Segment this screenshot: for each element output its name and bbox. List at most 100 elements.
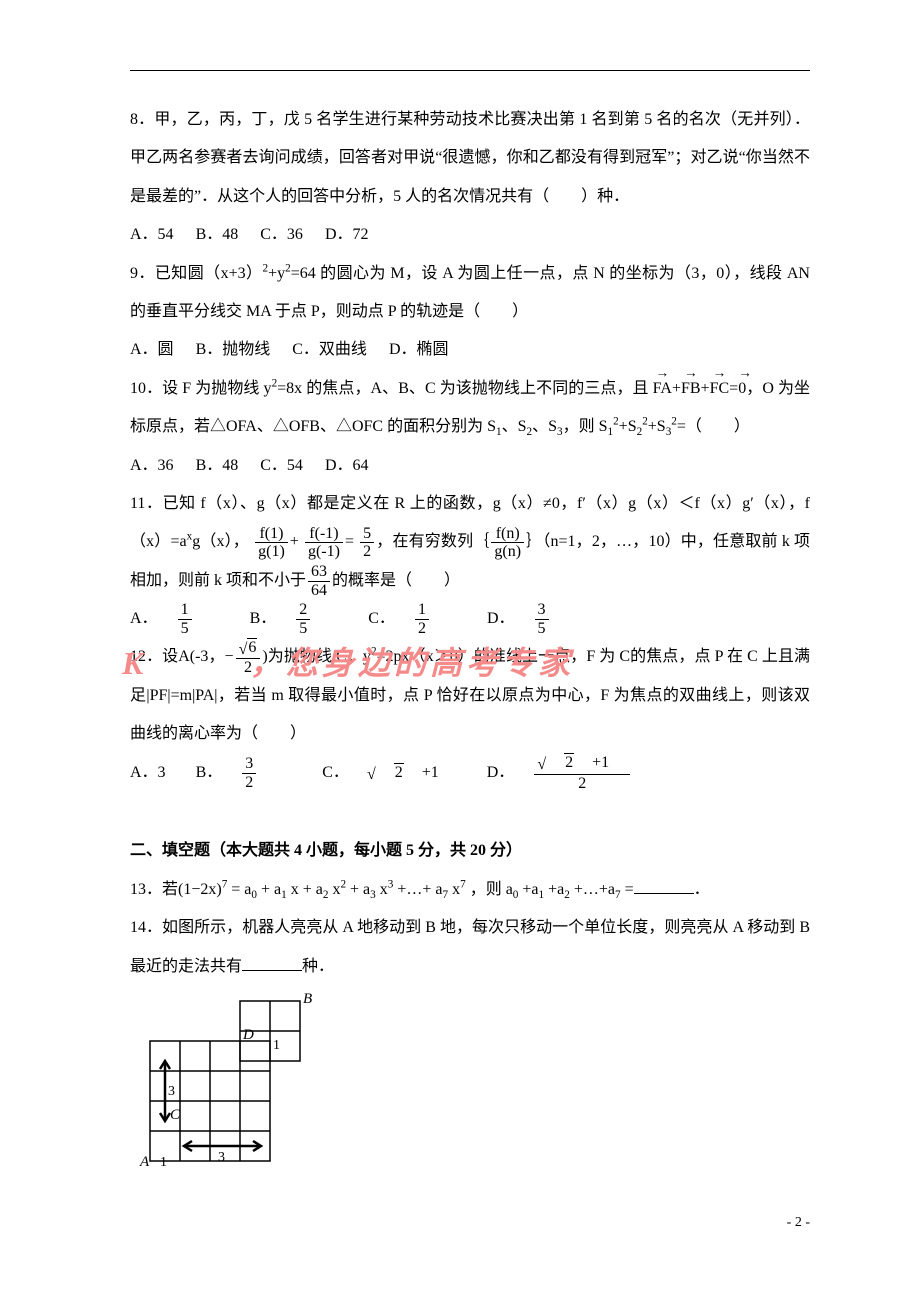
q10-t6: ，则 S bbox=[563, 418, 608, 435]
q11-a-n: 1 bbox=[178, 601, 192, 620]
question-11: 11．已知 f（x）、g（x）都是定义在 R 上的函数，g（x）≠0，f′（x）… bbox=[130, 485, 810, 600]
q10-t8: +S bbox=[648, 418, 666, 435]
frac-fn1: f(-1)g(-1) bbox=[305, 525, 343, 561]
frac-52-num: 5 bbox=[360, 525, 374, 544]
frac-52-den: 2 bbox=[360, 543, 374, 561]
lbl-A: A bbox=[139, 1154, 150, 1166]
question-12: 12．设A(-3，−√62)为抛物线 C：y2=2px（x＞0）的准线上一点，F… bbox=[130, 638, 810, 753]
q12-c-sqrt: 2 bbox=[394, 763, 404, 781]
frac-sqrt6-2-den: 2 bbox=[236, 659, 261, 677]
q12-t2: )为抛物线 C：y bbox=[262, 648, 371, 665]
lbl-3b: 3 bbox=[218, 1150, 225, 1165]
q13-t3: + a bbox=[261, 881, 281, 898]
q13-blank bbox=[634, 878, 694, 893]
q8-text: 8．甲，乙，丙，丁，戊 5 名学生进行某种劳动技术比赛决出第 1 名到第 5 名… bbox=[130, 111, 810, 205]
q13-t13: +…+a bbox=[574, 881, 615, 898]
q13-t10: ，则 a bbox=[470, 881, 513, 898]
question-9: 9．已知圆（x+3）2+y2=64 的圆心为 M，设 A 为圆上任一点，点 N … bbox=[130, 255, 810, 332]
lbl-1b: 1 bbox=[273, 1038, 280, 1053]
frac-6364-num: 63 bbox=[308, 563, 330, 582]
q13-t1: 13．若(1−2x) bbox=[130, 881, 222, 898]
lbl-1a: 1 bbox=[160, 1155, 167, 1166]
question-13: 13．若(1−2x)7 = a0 + a1 x + a2 x2 + a3 x3 … bbox=[130, 871, 810, 909]
q10-t4: 、S bbox=[502, 418, 527, 435]
q14-diagram: A B C D 1 1 3 3 bbox=[130, 991, 810, 1166]
q13-t6: + a bbox=[350, 881, 370, 898]
lbl-C: C bbox=[170, 1107, 181, 1123]
frac-fn1-num: f(-1) bbox=[305, 525, 343, 544]
frac-6364: 6364 bbox=[308, 563, 330, 599]
q9-opt-d: D．椭圆 bbox=[389, 341, 449, 358]
frac-fn1-den: g(-1) bbox=[305, 543, 343, 561]
vec-fb: FB bbox=[681, 370, 701, 408]
lbl-3a: 3 bbox=[168, 1084, 175, 1099]
frac-fn-num: f(n) bbox=[491, 525, 524, 544]
sqrt-6: 6 bbox=[247, 638, 257, 656]
q13-t14: = bbox=[625, 881, 634, 898]
question-10: 10．设 F 为抛物线 y2=8x 的焦点，A、B、C 为该抛物线上不同的三点，… bbox=[130, 370, 810, 447]
lbl-D: D bbox=[242, 1027, 254, 1043]
q11-t2: g（x）， bbox=[192, 533, 249, 550]
frac-6364-den: 64 bbox=[308, 582, 330, 600]
q11-c-l: C． bbox=[368, 610, 395, 627]
q14-text: 14．如图所示，机器人亮亮从 A 地移动到 B 地，每次只移动一个单位长度，则亮… bbox=[130, 919, 810, 974]
q11-d-n: 3 bbox=[535, 601, 549, 620]
q12-b-n: 3 bbox=[242, 755, 256, 774]
q10-t1: 10．设 F 为抛物线 y bbox=[130, 380, 272, 397]
q11-opt-a: A．15 bbox=[130, 610, 228, 627]
q10-options: A．36 B．48 C．54 D．64 bbox=[130, 447, 810, 485]
q11-opt-d: D．35 bbox=[487, 610, 585, 627]
frac-sqrt6-2: √62 bbox=[236, 639, 261, 677]
page-number: - 2 - bbox=[130, 1206, 810, 1240]
q11-t5: 的概率是（ ） bbox=[332, 572, 460, 589]
q11-b-l: B． bbox=[250, 610, 277, 627]
frac-f1-den: g(1) bbox=[255, 543, 288, 561]
q14-tail: 种． bbox=[302, 958, 334, 975]
q12-b-d: 2 bbox=[242, 774, 256, 792]
q12-opt-d: D．√2+12 bbox=[487, 764, 666, 781]
frac-52: 52 bbox=[360, 525, 374, 561]
q10-opt-c: C．54 bbox=[260, 457, 303, 474]
q10-t9: =（ ） bbox=[677, 418, 750, 435]
frac-fn: f(n)g(n) bbox=[491, 525, 524, 561]
q12-b-l: B． bbox=[196, 764, 223, 781]
vec-zero: 0 bbox=[738, 370, 746, 408]
q11-a-l: A． bbox=[130, 610, 158, 627]
q13-t11: +a bbox=[522, 881, 538, 898]
q13-t4: x + a bbox=[291, 881, 323, 898]
q11-c-n: 1 bbox=[415, 601, 429, 620]
frac-fn-den: g(n) bbox=[491, 543, 524, 561]
q10-t7: +S bbox=[619, 418, 637, 435]
q8-opt-a: A．54 bbox=[130, 226, 174, 243]
frac-f1-num: f(1) bbox=[255, 525, 288, 544]
frac-f1: f(1)g(1) bbox=[255, 525, 288, 561]
q10-opt-d: D．64 bbox=[325, 457, 369, 474]
q10-t5: 、S bbox=[532, 418, 557, 435]
q9-opt-a: A．圆 bbox=[130, 341, 174, 358]
q14-blank bbox=[242, 955, 302, 970]
q12-opt-b: B．32 bbox=[196, 764, 293, 781]
q9-opt-c: C．双曲线 bbox=[292, 341, 367, 358]
q9-t2: +y bbox=[268, 265, 285, 282]
q10-opt-a: A．36 bbox=[130, 457, 174, 474]
q13-t8: +…+ a bbox=[397, 881, 442, 898]
q9-t1: 9．已知圆（x+3） bbox=[130, 265, 262, 282]
q8-opt-c: C．36 bbox=[260, 226, 303, 243]
q13-t2: = a bbox=[231, 881, 251, 898]
question-14: 14．如图所示，机器人亮亮从 A 地移动到 B 地，每次只移动一个单位长度，则亮… bbox=[130, 909, 810, 986]
q11-b-n: 2 bbox=[296, 601, 310, 620]
frac-sqrt6-2-num: √6 bbox=[236, 639, 261, 660]
q11-opt-b: B．25 bbox=[250, 610, 347, 627]
q11-d-d: 5 bbox=[535, 620, 549, 638]
q12-d-t: +1 bbox=[592, 754, 609, 771]
q12-d-num: √2+1 bbox=[534, 754, 630, 775]
q11-d-l: D． bbox=[487, 610, 515, 627]
q9-opt-b: B．抛物线 bbox=[196, 341, 271, 358]
lbl-B: B bbox=[303, 991, 312, 1007]
q11-options: A．15 B．25 C．12 D．35 bbox=[130, 600, 810, 638]
q11-t3: ，在有穷数列｛ bbox=[376, 533, 489, 550]
vec-fa: FA bbox=[653, 370, 672, 408]
q13-t7: x bbox=[380, 881, 388, 898]
q8-options: A．54 B．48 C．36 D．72 bbox=[130, 216, 810, 254]
section-2-title: 二、填空题（本大题共 4 小题，每小题 5 分，共 20 分） bbox=[130, 832, 810, 870]
